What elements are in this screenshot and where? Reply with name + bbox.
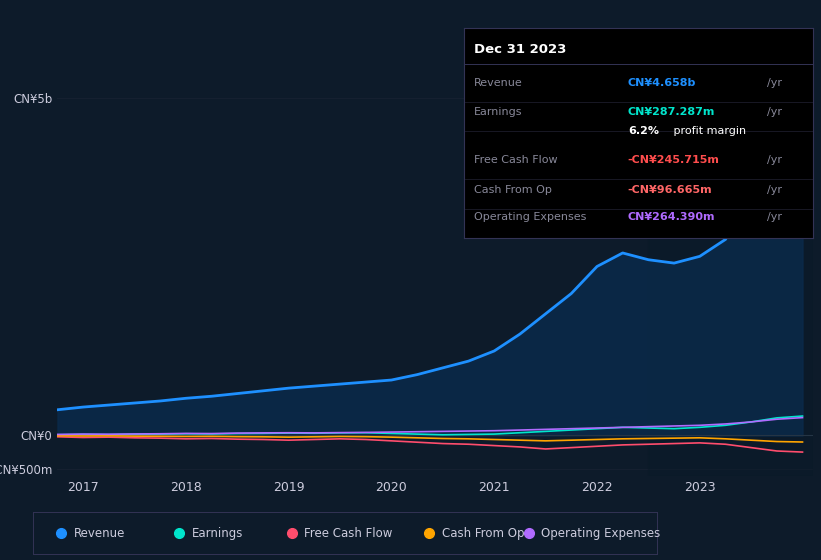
Text: -CN¥96.665m: -CN¥96.665m [628, 185, 713, 195]
Text: Revenue: Revenue [475, 78, 523, 87]
Text: Operating Expenses: Operating Expenses [541, 527, 661, 540]
Text: /yr: /yr [768, 78, 782, 87]
Text: /yr: /yr [768, 212, 782, 222]
Text: Cash From Op: Cash From Op [442, 527, 524, 540]
Text: CN¥4.658b: CN¥4.658b [628, 78, 696, 87]
Text: Operating Expenses: Operating Expenses [475, 212, 587, 222]
Text: 6.2%: 6.2% [628, 126, 659, 136]
Text: -CN¥245.715m: -CN¥245.715m [628, 155, 720, 165]
Text: profit margin: profit margin [670, 126, 745, 136]
Text: /yr: /yr [768, 107, 782, 117]
Text: CN¥287.287m: CN¥287.287m [628, 107, 715, 117]
Text: Earnings: Earnings [475, 107, 523, 117]
Text: Dec 31 2023: Dec 31 2023 [475, 43, 566, 55]
Text: Cash From Op: Cash From Op [475, 185, 553, 195]
Text: Free Cash Flow: Free Cash Flow [475, 155, 558, 165]
Text: Revenue: Revenue [73, 527, 125, 540]
Text: CN¥264.390m: CN¥264.390m [628, 212, 715, 222]
Bar [649, 84, 813, 476]
Text: /yr: /yr [768, 185, 782, 195]
Text: Free Cash Flow: Free Cash Flow [305, 527, 392, 540]
Text: /yr: /yr [768, 155, 782, 165]
Text: Earnings: Earnings [192, 527, 243, 540]
